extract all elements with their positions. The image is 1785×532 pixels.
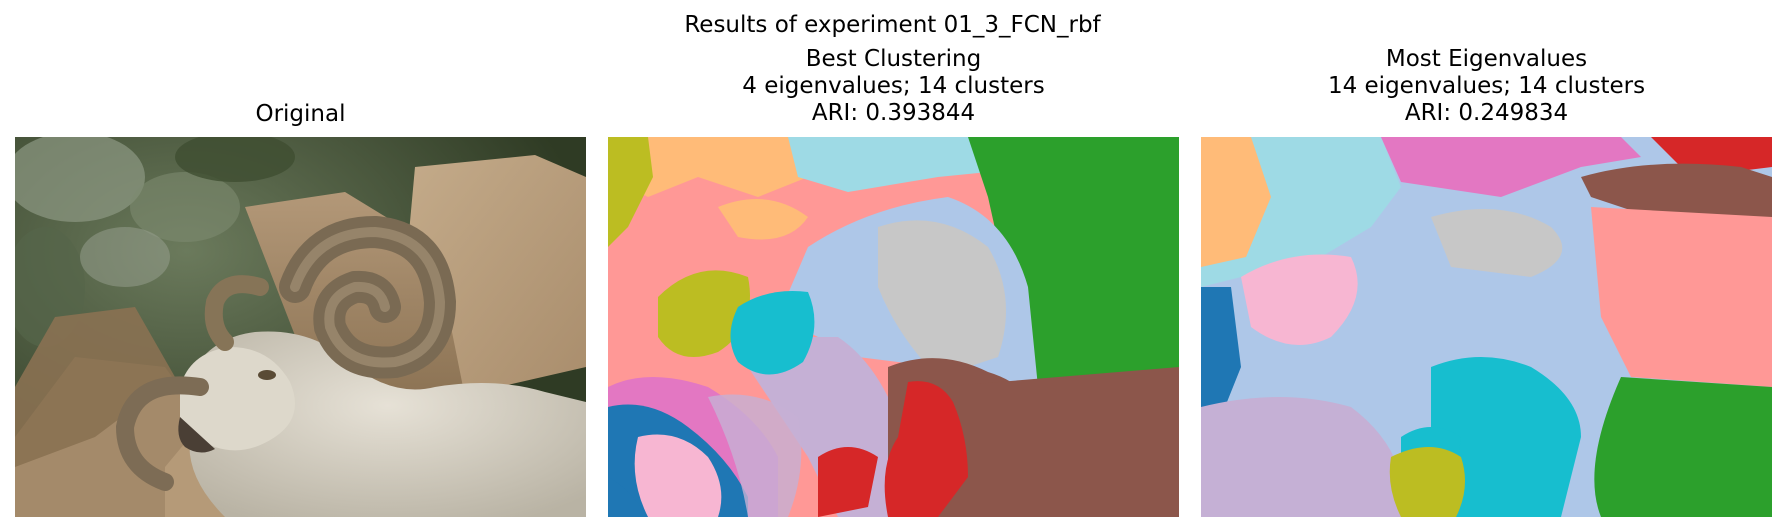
- best-title-line-3: ARI: 0.393844: [811, 100, 976, 126]
- original-title: Original: [15, 101, 586, 128]
- most-eigenvalues-title: Most Eigenvalues 14 eigenvalues; 14 clus…: [1201, 46, 1772, 127]
- most-eigenvalues-map: [1201, 137, 1772, 517]
- best-clustering-map: [608, 137, 1179, 517]
- figure-title: Results of experiment 01_3_FCN_rbf: [684, 12, 1101, 38]
- original-title-line: Original: [255, 101, 346, 127]
- best-title-line-2: 4 eigenvalues; 14 clusters: [742, 73, 1045, 99]
- most-title-line-1: Most Eigenvalues: [1385, 46, 1588, 72]
- best-segmentation: [608, 137, 1179, 517]
- best-clustering-title: Best Clustering 4 eigenvalues; 14 cluste…: [608, 46, 1179, 127]
- most-title-line-3: ARI: 0.249834: [1404, 100, 1569, 126]
- most-title-line-2: 14 eigenvalues; 14 clusters: [1327, 73, 1646, 99]
- most-segmentation: [1201, 137, 1772, 517]
- ram-photo: [15, 137, 586, 517]
- best-title-line-1: Best Clustering: [805, 46, 982, 72]
- original-image: [15, 137, 586, 517]
